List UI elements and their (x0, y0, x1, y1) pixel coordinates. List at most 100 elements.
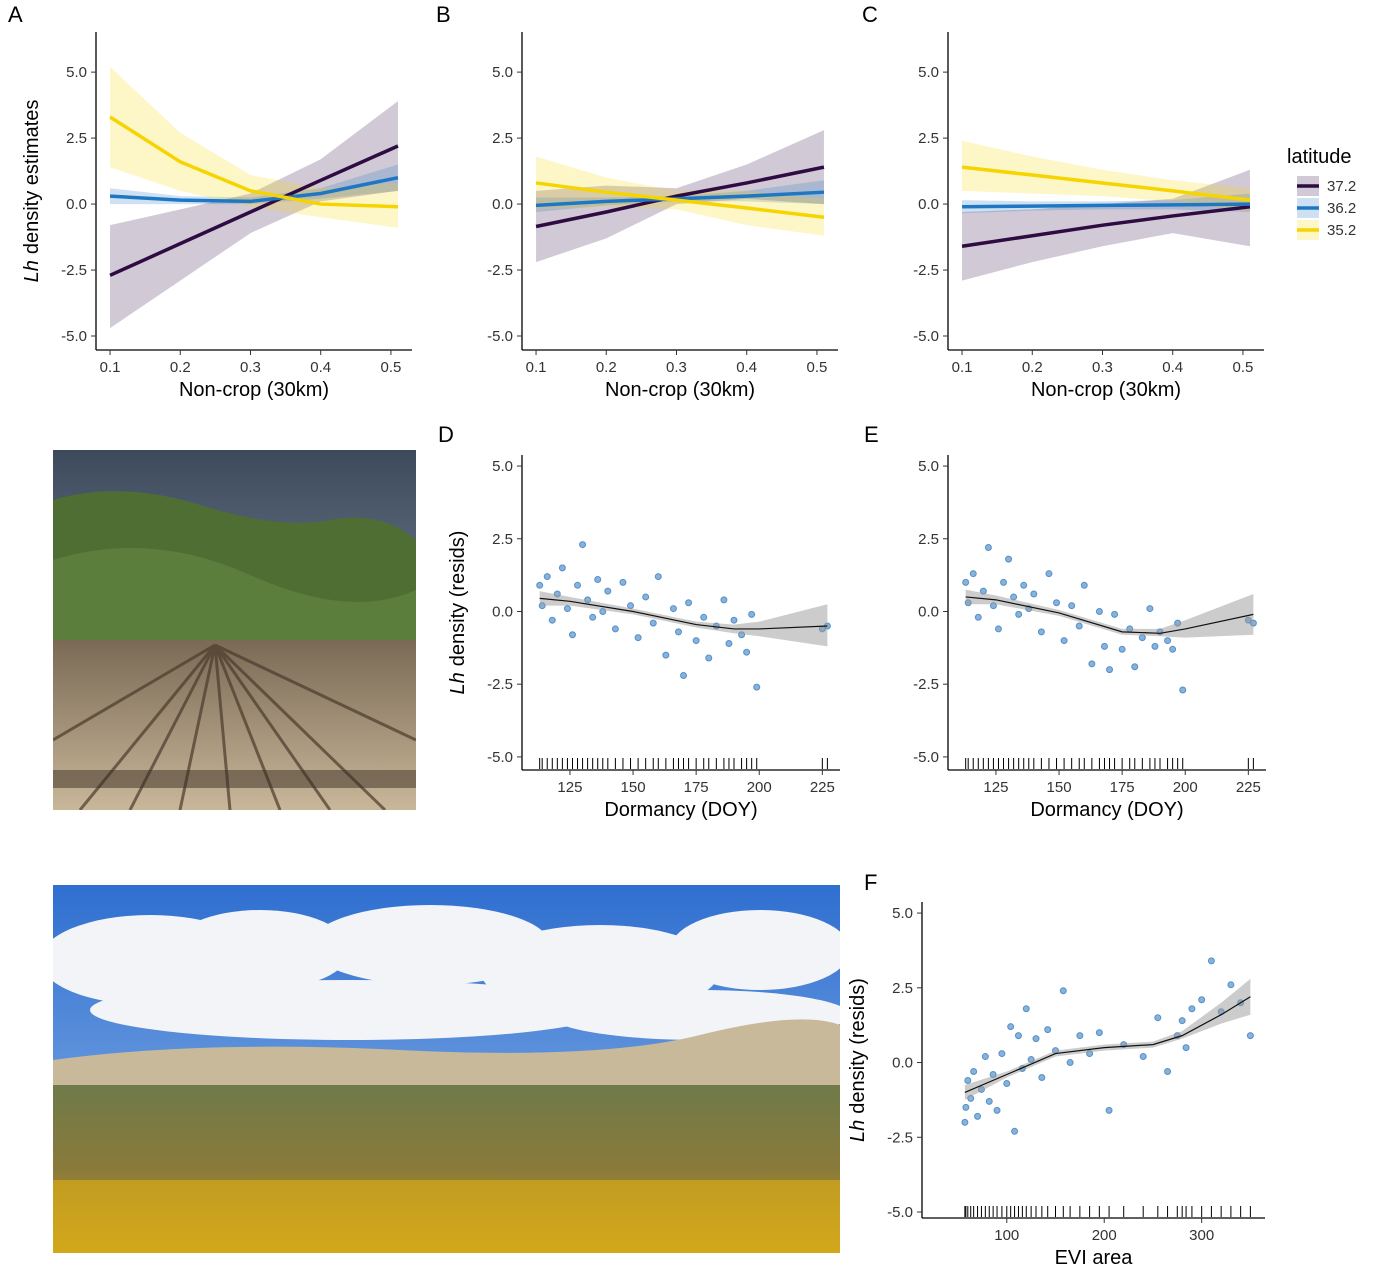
confidence-band (962, 193, 1250, 214)
point (1106, 666, 1114, 674)
y-tick-label: -2.5 (913, 676, 939, 693)
y-tick-label: 5.0 (66, 64, 87, 81)
y-tick-label: -2.5 (887, 1129, 913, 1146)
point (1164, 1068, 1172, 1076)
point (985, 1097, 993, 1105)
x-tick-label: 0.3 (240, 359, 261, 376)
point (730, 616, 738, 624)
x-tick-label: 100 (994, 1227, 1019, 1244)
point (720, 596, 728, 604)
point (649, 619, 657, 627)
point (1146, 605, 1154, 613)
point (568, 631, 576, 639)
y-axis-title: Lh density estimates (21, 100, 43, 283)
x-axis-title: Non-crop (30km) (179, 379, 329, 401)
point (543, 573, 551, 581)
y-tick-label: 5.0 (892, 905, 913, 922)
x-axis-title: Dormancy (DOY) (1030, 799, 1183, 821)
point (1010, 593, 1018, 601)
point (1011, 1127, 1019, 1135)
y-tick-label: -2.5 (487, 262, 513, 279)
confidence-band (110, 101, 398, 329)
x-tick-label: 125 (557, 779, 582, 796)
field-photo (53, 450, 416, 810)
point (1015, 610, 1023, 618)
point (1030, 590, 1038, 598)
x-tick-label: 175 (684, 779, 709, 796)
point (1131, 663, 1139, 671)
point (604, 587, 612, 595)
x-axis-title: EVI area (1055, 1247, 1134, 1269)
point (1100, 642, 1108, 650)
y-tick-label: 0.0 (918, 196, 939, 213)
point (964, 1076, 972, 1084)
x-tick-label: 0.2 (1022, 359, 1043, 376)
point (984, 543, 992, 551)
point (1020, 581, 1028, 589)
point (1151, 642, 1159, 650)
point (1111, 610, 1119, 618)
panel-label: B (436, 2, 451, 27)
y-tick-label: -5.0 (487, 328, 513, 345)
point (1139, 1053, 1147, 1061)
landscape-photo (53, 885, 840, 1253)
point (970, 1068, 978, 1076)
x-axis-title: Dormancy (DOY) (604, 799, 757, 821)
point (548, 616, 556, 624)
y-axis-title: Lh density (resids) (847, 978, 869, 1142)
point (1044, 1026, 1052, 1034)
point (558, 564, 566, 572)
y-tick-label: -2.5 (487, 676, 513, 693)
confidence-band (965, 589, 1254, 638)
y-tick-label: -5.0 (487, 749, 513, 766)
point (563, 605, 571, 613)
confidence-band (539, 591, 828, 647)
point (974, 1112, 982, 1120)
panel-label: D (438, 422, 454, 447)
point (1164, 637, 1172, 645)
y-tick-label: 2.5 (66, 130, 87, 147)
point (974, 613, 982, 621)
y-axis-title: Lh density (resids) (447, 531, 469, 695)
legend-label: 37.2 (1327, 178, 1356, 195)
y-tick-label: 2.5 (892, 980, 913, 997)
point (1198, 996, 1206, 1004)
x-tick-label: 200 (1092, 1227, 1117, 1244)
x-tick-label: 0.5 (381, 359, 402, 376)
panel-label: E (864, 422, 879, 447)
point (962, 1103, 970, 1111)
trend-line (109, 144, 399, 277)
point (700, 613, 708, 621)
point (1053, 599, 1061, 607)
point (1066, 1059, 1074, 1067)
trend-line (539, 597, 828, 630)
point (1007, 1023, 1015, 1031)
panel-label: C (862, 2, 878, 27)
point (981, 1053, 989, 1061)
x-tick-label: 0.4 (1162, 359, 1183, 376)
point (1080, 581, 1088, 589)
point (1003, 1079, 1011, 1087)
point (1207, 957, 1215, 965)
x-tick-label: 200 (747, 779, 772, 796)
panel-label: F (864, 870, 877, 895)
y-axis-title-italic: Lh (847, 1120, 869, 1142)
x-tick-label: 0.2 (170, 359, 191, 376)
point (1060, 637, 1068, 645)
trend-line (961, 204, 1251, 249)
x-tick-label: 0.3 (666, 359, 687, 376)
point (611, 625, 619, 633)
x-axis-title: Non-crop (30km) (1031, 379, 1181, 401)
y-tick-label: 5.0 (918, 458, 939, 475)
point (1076, 1032, 1084, 1040)
point (1227, 981, 1235, 989)
y-axis-title-text: density (resids) (847, 978, 869, 1114)
point (1032, 1035, 1040, 1043)
y-tick-label: 0.0 (492, 196, 513, 213)
y-tick-label: 0.0 (892, 1055, 913, 1072)
x-tick-label: 0.5 (1233, 359, 1254, 376)
y-tick-label: 2.5 (492, 130, 513, 147)
y-axis-title-text: density (resids) (447, 531, 469, 667)
x-tick-label: 175 (1110, 779, 1135, 796)
point (1105, 1106, 1113, 1114)
